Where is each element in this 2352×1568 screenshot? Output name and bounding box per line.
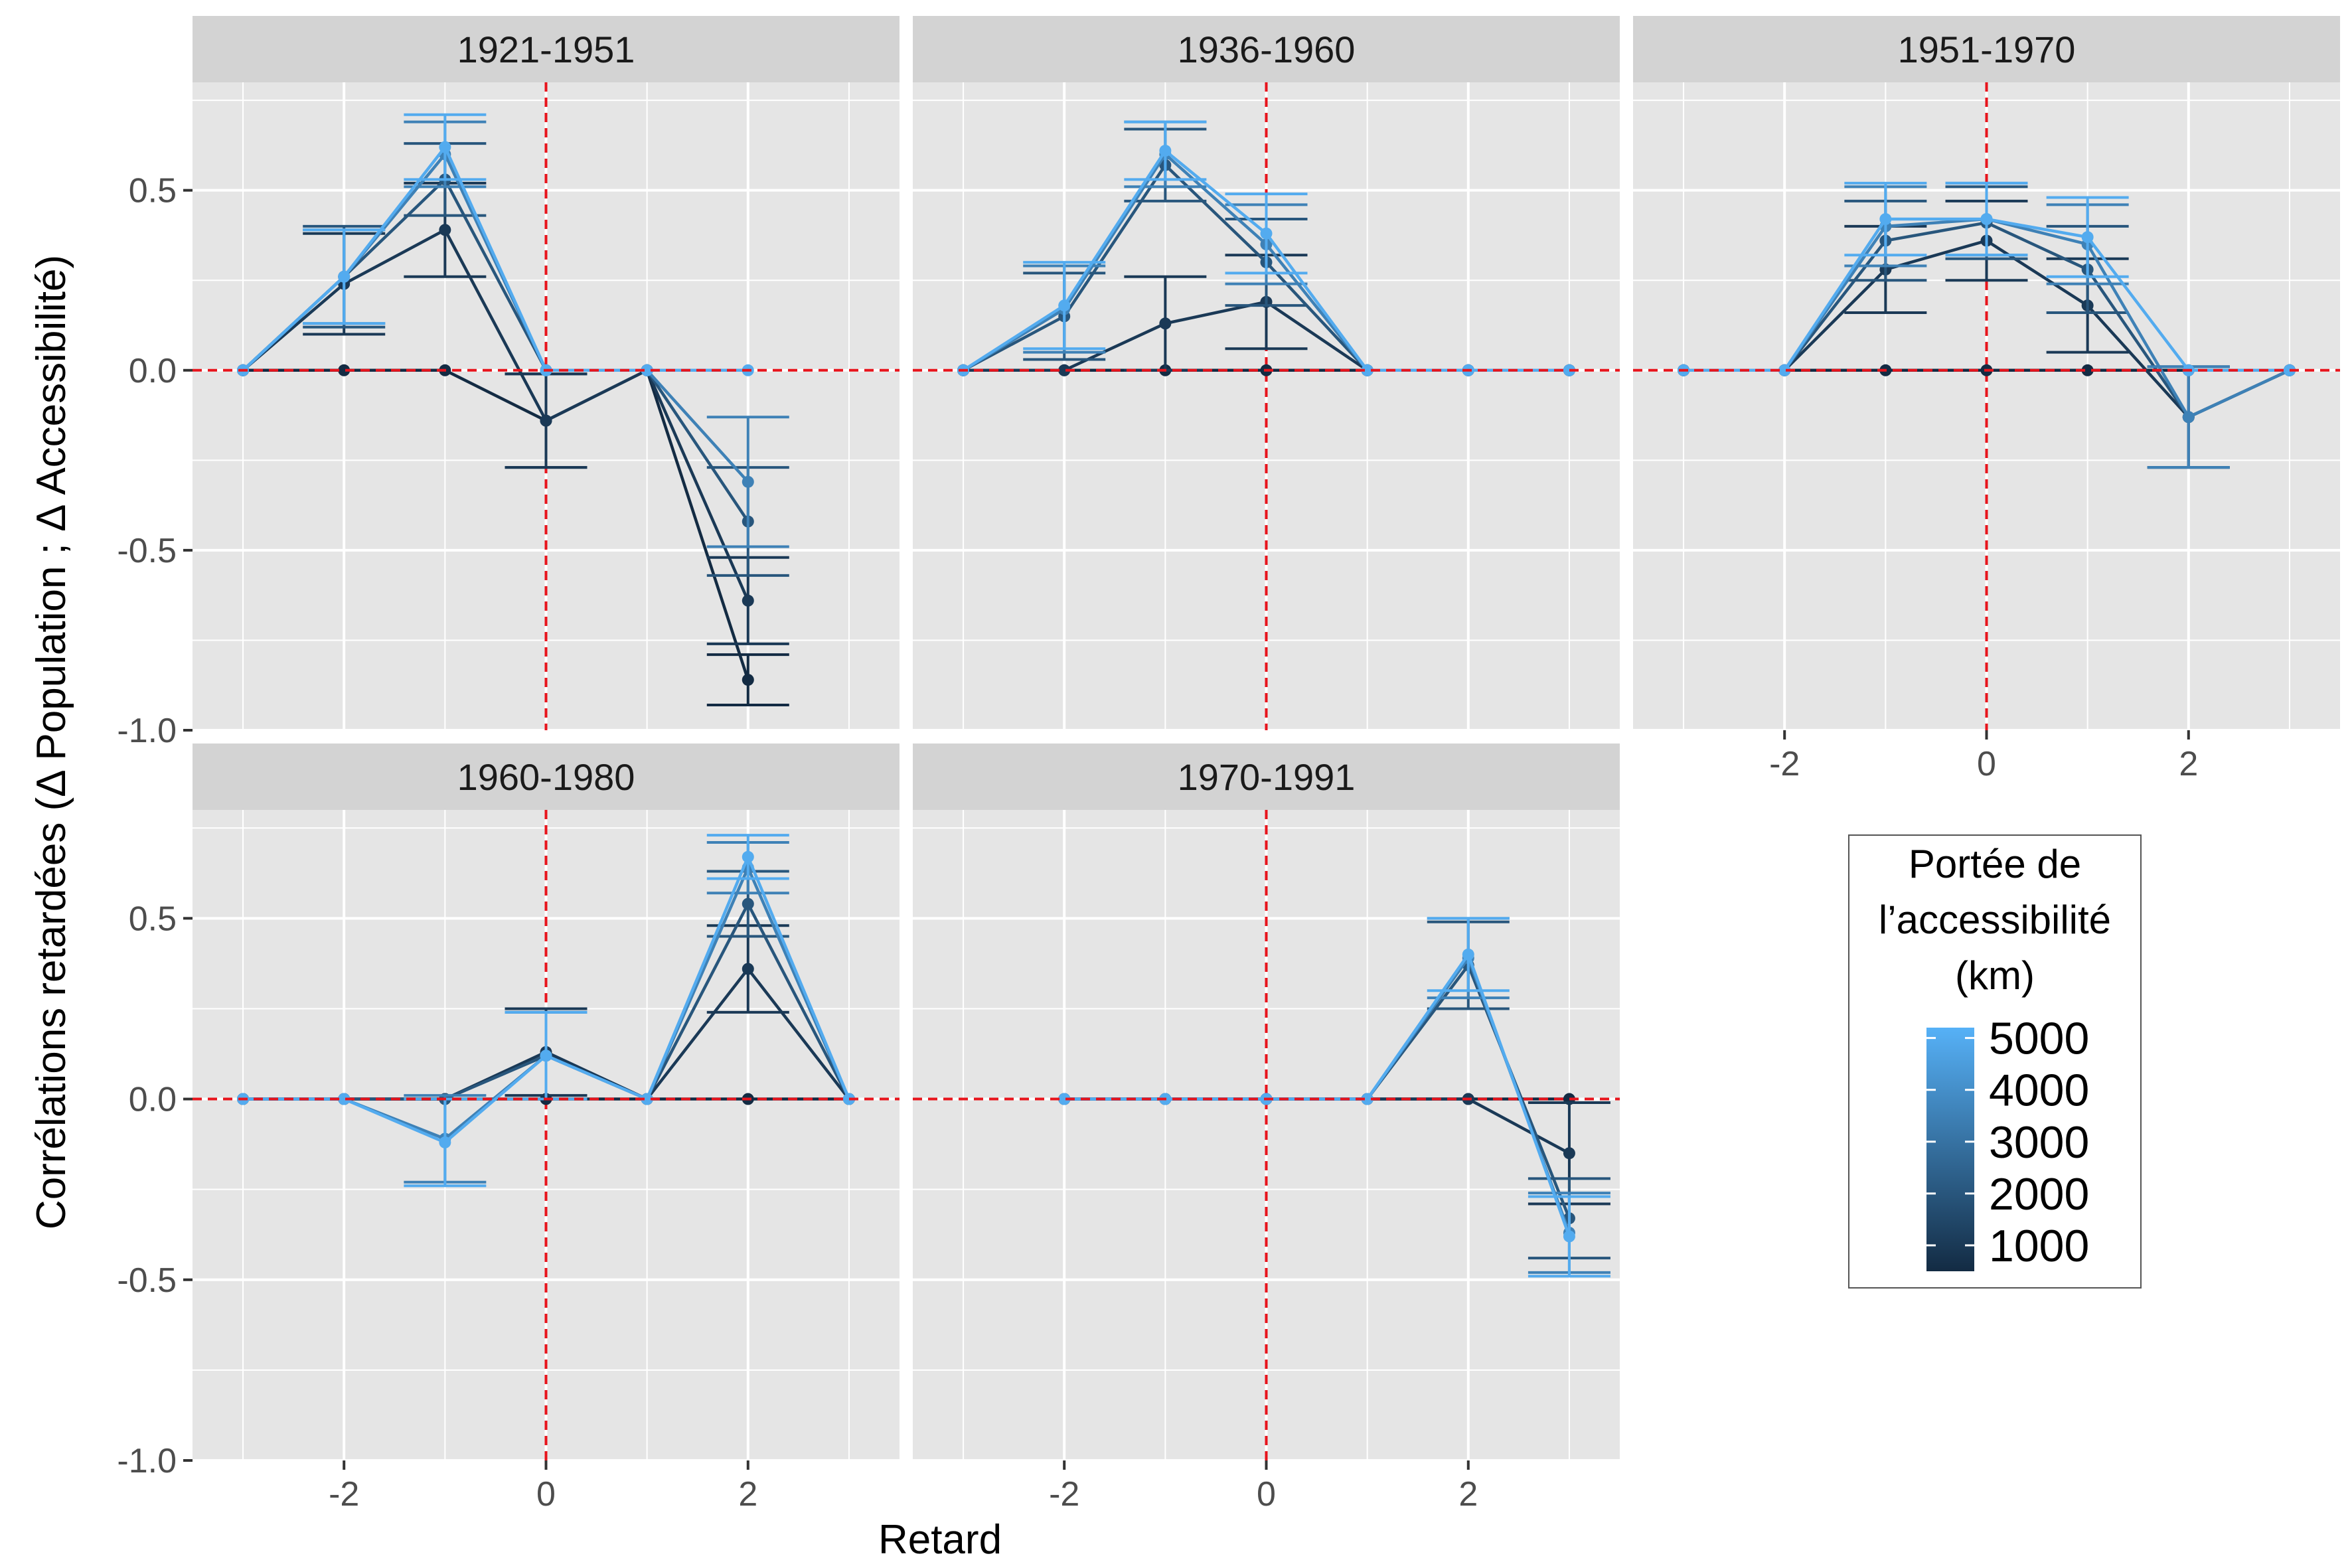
data-point <box>338 270 351 283</box>
panel-strip <box>913 16 1620 82</box>
data-point <box>439 1136 451 1148</box>
data-point <box>1563 1230 1575 1243</box>
x-axis-label: Retard <box>878 1517 1002 1563</box>
data-point <box>842 1093 855 1105</box>
panel-title: 1921-1951 <box>457 29 635 70</box>
series-line <box>242 144 748 372</box>
x-tick-label: -2 <box>1769 745 1800 783</box>
data-point <box>2283 364 2296 376</box>
data-point <box>1462 948 1474 961</box>
data-point <box>2081 231 2094 244</box>
legend-box <box>1848 834 2142 1289</box>
data-point <box>2182 411 2195 424</box>
data-point <box>742 850 754 863</box>
data-point <box>1563 364 1575 376</box>
panel-strip <box>1633 16 2340 82</box>
data-point <box>540 414 552 427</box>
y-tick-label: 0.0 <box>129 1081 177 1119</box>
panel-title: 1951-1970 <box>1898 29 2076 70</box>
x-tick-label: 0 <box>1977 745 1996 783</box>
data-point <box>742 594 754 607</box>
y-tick-label: -0.5 <box>117 532 177 570</box>
legend-title-line: Portée de <box>1909 842 2081 886</box>
series-line <box>243 368 749 680</box>
data-point <box>1879 213 1892 226</box>
data-point <box>1361 1093 1373 1105</box>
y-tick-label: -0.5 <box>117 1261 177 1300</box>
x-tick-label: 0 <box>536 1475 556 1514</box>
data-point <box>641 1093 653 1105</box>
x-tick-label: -2 <box>1049 1475 1079 1514</box>
legend-colorbar <box>1926 1028 1974 1271</box>
panel-strip <box>913 744 1620 810</box>
y-axis-label: Corrélations retardées (Δ Population ; Δ… <box>29 255 74 1229</box>
y-tick-label: -1.0 <box>117 1442 177 1480</box>
data-point <box>338 1093 351 1105</box>
y-tick-label: 0.5 <box>129 900 177 938</box>
axes-layer: -1.0 -0.5 0.0 0.5 -2 0 2 -1.0 -0.5 0.0 0.5 -2 0 2 -2 0 2 <box>117 172 2198 1514</box>
data-point <box>742 674 754 686</box>
legend-label: 1000 <box>1989 1221 2089 1271</box>
y-tick-label: 0.0 <box>129 352 177 390</box>
y-tick-label: 0.5 <box>129 172 177 210</box>
panel-title: 1970-1991 <box>1178 756 1356 798</box>
data-point <box>742 475 754 488</box>
data-point <box>2081 364 2094 376</box>
data-point <box>1058 364 1071 376</box>
panel-1936-1960: 1936-1960 <box>913 16 1620 732</box>
data-point <box>1563 1147 1575 1160</box>
panel-1951-1970: 1951-1970 <box>1633 16 2340 732</box>
data-point <box>1260 227 1273 240</box>
legend-label: 4000 <box>1989 1065 2089 1116</box>
data-point <box>439 224 451 236</box>
legend-label: 2000 <box>1989 1169 2089 1219</box>
x-tick-label: -2 <box>329 1475 359 1514</box>
panel-1970-1991: 1970-1991 <box>913 744 1620 1462</box>
legend-label: 5000 <box>1989 1014 2089 1064</box>
series-5000km <box>237 113 754 376</box>
data-point <box>1058 299 1071 312</box>
data-point <box>1058 1093 1071 1105</box>
panel-strip <box>193 16 900 82</box>
data-point <box>338 364 351 376</box>
data-point <box>1159 317 1172 330</box>
panels-layer: 1921-1951 1936-1960 1951-1970 1960-1980 1970… <box>193 16 2340 1462</box>
series-line <box>242 228 749 601</box>
panel-title: 1960-1980 <box>457 756 635 798</box>
x-tick-label: 2 <box>1458 1475 1478 1514</box>
x-tick-label: 2 <box>2179 745 2198 783</box>
data-point <box>540 1050 552 1062</box>
data-point <box>742 898 754 910</box>
data-point <box>439 141 451 153</box>
x-tick-label: 2 <box>738 1475 757 1514</box>
data-point <box>742 963 754 975</box>
data-point <box>1778 364 1791 376</box>
data-point <box>1980 213 1993 226</box>
data-point <box>1361 364 1373 376</box>
legend-title-line: l’accessibilité <box>1879 898 2111 942</box>
panel-strip <box>193 744 900 810</box>
y-tick-label: -1.0 <box>117 712 177 750</box>
panel-title: 1936-1960 <box>1178 29 1356 70</box>
panel-1960-1980: 1960-1980 <box>193 744 900 1462</box>
legend: Portée de l’accessibilité (km) 500040003000… <box>1848 834 2142 1289</box>
x-tick-label: 0 <box>1257 1475 1276 1514</box>
data-point <box>1159 145 1172 157</box>
panel-1921-1951: 1921-1951 <box>193 16 900 732</box>
series-5000km <box>237 834 855 1188</box>
legend-label: 3000 <box>1989 1117 2089 1168</box>
data-point <box>641 364 653 376</box>
legend-title-line: (km) <box>1955 953 2035 998</box>
